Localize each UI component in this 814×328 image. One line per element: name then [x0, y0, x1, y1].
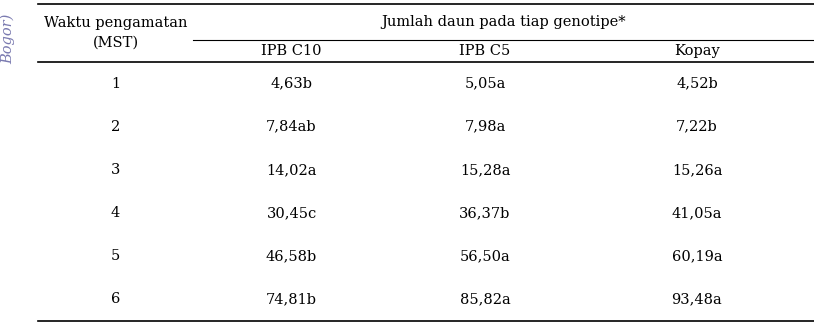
Text: Kopay: Kopay — [674, 44, 720, 58]
Text: 7,84ab: 7,84ab — [266, 120, 317, 134]
Text: 74,81b: 74,81b — [266, 293, 317, 306]
Text: 5: 5 — [111, 249, 120, 263]
Text: 3: 3 — [111, 163, 120, 177]
Text: IPB C10: IPB C10 — [261, 44, 322, 58]
Text: 36,37b: 36,37b — [459, 206, 510, 220]
Text: 15,26a: 15,26a — [672, 163, 722, 177]
Text: Bogor): Bogor) — [1, 13, 15, 64]
Text: 7,98a: 7,98a — [464, 120, 505, 134]
Text: Jumlah daun pada tiap genotipe*: Jumlah daun pada tiap genotipe* — [381, 15, 626, 29]
Text: 1: 1 — [111, 76, 120, 91]
Text: 41,05a: 41,05a — [672, 206, 722, 220]
Text: 15,28a: 15,28a — [460, 163, 510, 177]
Text: 2: 2 — [111, 120, 120, 134]
Text: 60,19a: 60,19a — [672, 249, 722, 263]
Text: IPB C5: IPB C5 — [459, 44, 510, 58]
Text: 6: 6 — [111, 293, 120, 306]
Text: Waktu pengamatan
(MST): Waktu pengamatan (MST) — [44, 16, 187, 50]
Text: 93,48a: 93,48a — [672, 293, 722, 306]
Text: 4,52b: 4,52b — [676, 76, 718, 91]
Text: 7,22b: 7,22b — [676, 120, 718, 134]
Text: 46,58b: 46,58b — [266, 249, 317, 263]
Text: 5,05a: 5,05a — [464, 76, 505, 91]
Text: 56,50a: 56,50a — [460, 249, 510, 263]
Text: 14,02a: 14,02a — [266, 163, 317, 177]
Text: 30,45c: 30,45c — [266, 206, 317, 220]
Text: 4: 4 — [111, 206, 120, 220]
Text: 85,82a: 85,82a — [460, 293, 510, 306]
Text: 4,63b: 4,63b — [270, 76, 313, 91]
